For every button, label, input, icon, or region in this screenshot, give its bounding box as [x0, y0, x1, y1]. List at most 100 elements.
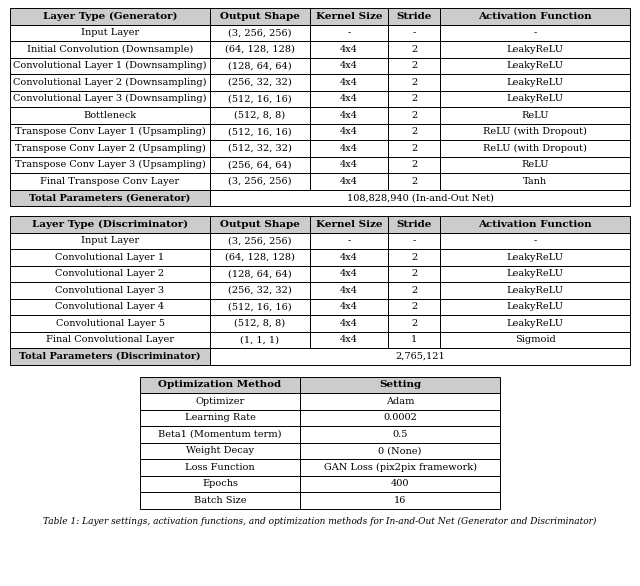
Text: 2: 2: [411, 127, 417, 137]
Bar: [10, 298, 210, 315]
Bar: [388, 298, 440, 315]
Bar: [388, 124, 440, 140]
Bar: [388, 173, 440, 189]
Text: (1, 1, 1): (1, 1, 1): [241, 335, 280, 344]
Text: (64, 128, 128): (64, 128, 128): [225, 253, 295, 262]
Text: (512, 16, 16): (512, 16, 16): [228, 127, 292, 137]
Text: 0.5: 0.5: [392, 430, 408, 439]
Bar: [300, 442, 500, 459]
Text: LeakyReLU: LeakyReLU: [506, 286, 563, 295]
Bar: [10, 156, 210, 173]
Text: Convolutional Layer 1: Convolutional Layer 1: [56, 253, 164, 262]
Bar: [440, 233, 630, 249]
Bar: [10, 348, 210, 364]
Text: 2: 2: [411, 111, 417, 120]
Bar: [310, 74, 388, 90]
Text: Optimizer: Optimizer: [195, 397, 244, 406]
Bar: [10, 265, 210, 282]
Text: (512, 32, 32): (512, 32, 32): [228, 144, 292, 153]
Bar: [10, 189, 210, 206]
Bar: [388, 107, 440, 124]
Bar: [10, 124, 210, 140]
Text: (3, 256, 256): (3, 256, 256): [228, 177, 292, 186]
Text: (128, 64, 64): (128, 64, 64): [228, 269, 292, 278]
Text: Activation Function: Activation Function: [478, 12, 592, 21]
Text: (64, 128, 128): (64, 128, 128): [225, 45, 295, 54]
Text: 4x4: 4x4: [340, 160, 358, 169]
Bar: [210, 298, 310, 315]
Text: Bottleneck: Bottleneck: [83, 111, 136, 120]
Text: Learning Rate: Learning Rate: [184, 413, 255, 423]
Text: Epochs: Epochs: [202, 479, 238, 488]
Text: Total Parameters (Discriminator): Total Parameters (Discriminator): [19, 352, 201, 361]
Text: Batch Size: Batch Size: [194, 496, 246, 505]
Text: 4x4: 4x4: [340, 111, 358, 120]
Text: (512, 8, 8): (512, 8, 8): [234, 319, 285, 328]
Text: Transpose Conv Layer 3 (Upsampling): Transpose Conv Layer 3 (Upsampling): [15, 160, 205, 169]
Text: Convolutional Layer 4: Convolutional Layer 4: [56, 302, 164, 311]
Text: LeakyReLU: LeakyReLU: [506, 94, 563, 103]
Text: 2: 2: [411, 62, 417, 70]
Bar: [388, 216, 440, 233]
Text: -: -: [412, 236, 415, 246]
Bar: [140, 393, 300, 410]
Bar: [310, 156, 388, 173]
Bar: [388, 282, 440, 298]
Bar: [300, 426, 500, 442]
Bar: [440, 41, 630, 57]
Bar: [210, 173, 310, 189]
Bar: [388, 332, 440, 348]
Text: Weight Decay: Weight Decay: [186, 447, 254, 455]
Bar: [388, 156, 440, 173]
Text: 4x4: 4x4: [340, 253, 358, 262]
Text: -: -: [533, 236, 536, 246]
Bar: [140, 492, 300, 509]
Text: 2: 2: [411, 253, 417, 262]
Bar: [440, 265, 630, 282]
Bar: [10, 216, 210, 233]
Text: (256, 32, 32): (256, 32, 32): [228, 286, 292, 295]
Bar: [440, 57, 630, 74]
Text: ReLU (with Dropout): ReLU (with Dropout): [483, 144, 587, 153]
Bar: [10, 25, 210, 41]
Bar: [388, 249, 440, 265]
Text: 0 (None): 0 (None): [378, 447, 422, 455]
Text: Transpose Conv Layer 1 (Upsampling): Transpose Conv Layer 1 (Upsampling): [15, 127, 205, 137]
Text: Convolutional Layer 1 (Downsampling): Convolutional Layer 1 (Downsampling): [13, 61, 207, 70]
Text: Output Shape: Output Shape: [220, 220, 300, 229]
Bar: [140, 459, 300, 475]
Bar: [10, 57, 210, 74]
Text: Setting: Setting: [379, 380, 421, 389]
Text: 4x4: 4x4: [340, 144, 358, 153]
Text: Input Layer: Input Layer: [81, 28, 139, 38]
Text: Transpose Conv Layer 2 (Upsampling): Transpose Conv Layer 2 (Upsampling): [15, 144, 205, 153]
Text: 2: 2: [411, 144, 417, 153]
Bar: [310, 173, 388, 189]
Text: Kernel Size: Kernel Size: [316, 12, 382, 21]
Text: Convolutional Layer 3: Convolutional Layer 3: [56, 286, 164, 295]
Bar: [210, 315, 310, 332]
Text: LeakyReLU: LeakyReLU: [506, 253, 563, 262]
Bar: [388, 265, 440, 282]
Text: 2: 2: [411, 269, 417, 278]
Text: Stride: Stride: [396, 12, 432, 21]
Bar: [210, 189, 630, 206]
Bar: [300, 410, 500, 426]
Text: (512, 16, 16): (512, 16, 16): [228, 302, 292, 311]
Bar: [440, 216, 630, 233]
Text: LeakyReLU: LeakyReLU: [506, 269, 563, 278]
Bar: [310, 90, 388, 107]
Bar: [310, 41, 388, 57]
Bar: [388, 41, 440, 57]
Text: Layer Type (Discriminator): Layer Type (Discriminator): [32, 220, 188, 229]
Text: 2: 2: [411, 94, 417, 103]
Bar: [440, 74, 630, 90]
Bar: [440, 173, 630, 189]
Bar: [140, 442, 300, 459]
Text: Activation Function: Activation Function: [478, 220, 592, 229]
Text: (256, 32, 32): (256, 32, 32): [228, 78, 292, 87]
Bar: [10, 282, 210, 298]
Bar: [210, 265, 310, 282]
Bar: [440, 315, 630, 332]
Text: 2: 2: [411, 160, 417, 169]
